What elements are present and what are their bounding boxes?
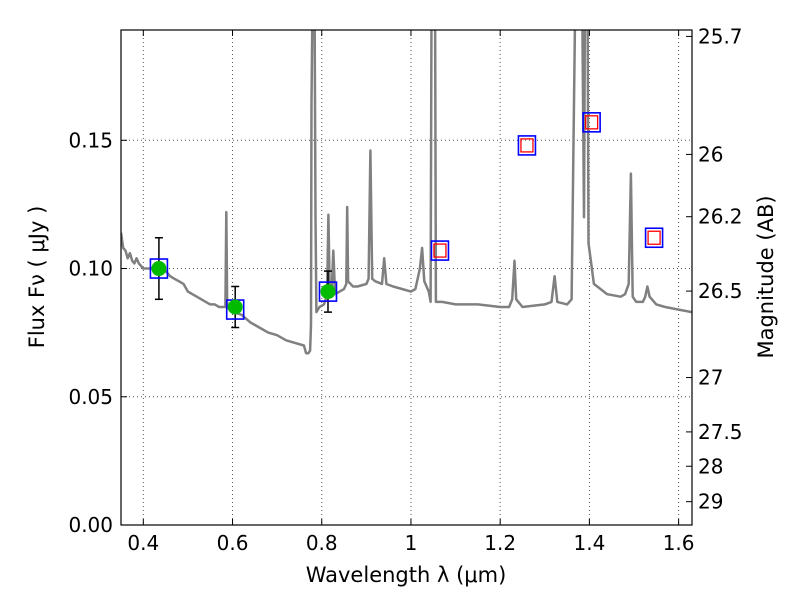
right-tick-label: 27.5 [698, 420, 743, 444]
model-photometry-box [644, 227, 664, 249]
x-tick-label: 1.4 [573, 531, 605, 555]
plot-background [121, 30, 692, 525]
y-tick-label: 0.10 [68, 257, 113, 281]
observed-flux-point [227, 299, 243, 315]
right-tick-label: 26 [698, 142, 723, 166]
grid [121, 30, 692, 526]
model-photometry-inner-box [520, 138, 534, 153]
model-photometry-box [318, 281, 338, 302]
ticks: 0.4 0.6 0.8 1 1.2 1.4 1.6 0.00 0.05 0.10 0.15 25.7 2… [68, 24, 742, 555]
observed-flux-point [320, 284, 336, 300]
x-tick-label: 0.4 [127, 531, 159, 555]
right-tick-label: 27 [698, 366, 723, 390]
y-tick-label: 0.05 [68, 385, 113, 409]
y-tick-label: 0.00 [68, 513, 113, 537]
y-axis-label-left: Flux Fν ( μJy ) [25, 206, 49, 349]
x-tick-label: 0.6 [217, 531, 249, 555]
x-axis-label: Wavelength λ (μm) [306, 563, 507, 587]
series [121, 30, 692, 355]
model-photometry-box [149, 258, 169, 279]
model-photometry-inner-box [433, 243, 447, 258]
right-tick-label: 28 [698, 454, 723, 478]
right-tick-label: 29 [698, 490, 723, 514]
x-tick-label: 0.8 [306, 531, 338, 555]
right-tick-label: 25.7 [698, 24, 743, 48]
x-tick-label: 1 [405, 531, 418, 555]
x-tick-label: 1.6 [663, 531, 695, 555]
model-photometry-box [430, 240, 450, 261]
model-photometry-box [517, 135, 537, 156]
right-tick-label: 26.5 [698, 279, 743, 303]
model-photometry-inner-box [647, 230, 661, 245]
model-spectrum-line [121, 30, 692, 355]
right-tick-label: 26.2 [698, 205, 743, 229]
observed-flux-point [151, 261, 167, 277]
model-photometry-box [582, 112, 601, 133]
model-photometry-inner-box [584, 115, 599, 130]
y-tick-label: 0.15 [68, 128, 113, 152]
x-tick-label: 1.2 [484, 531, 516, 555]
plot-frame [120, 29, 693, 526]
y-axis-label-right: Magnitude (AB) [754, 195, 778, 358]
